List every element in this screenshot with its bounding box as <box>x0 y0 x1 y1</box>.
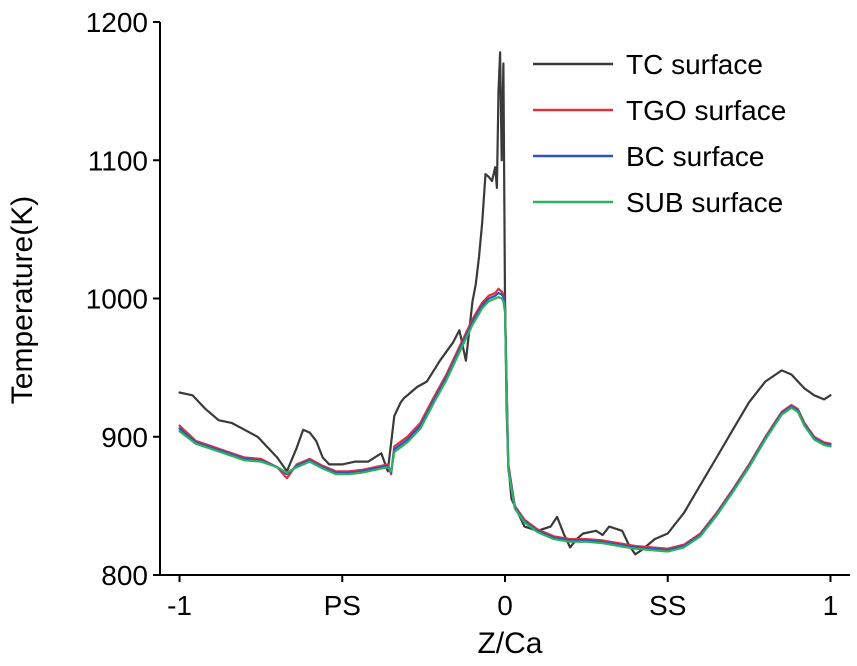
legend-item: TGO surface <box>533 95 786 126</box>
x-tick-label: 1 <box>823 590 839 621</box>
y-tick-label: 800 <box>101 560 148 591</box>
y-axis-title: Temperature(K) <box>6 196 39 404</box>
y-tick-label: 900 <box>101 422 148 453</box>
x-tick-label: -1 <box>167 590 192 621</box>
plot-series-group <box>178 51 832 556</box>
x-tick-label: SS <box>649 590 686 621</box>
y-tick-label: 1200 <box>86 7 148 38</box>
legend-item: SUB surface <box>533 187 783 218</box>
y-tick-label: 1000 <box>86 284 148 315</box>
x-tick-label: 0 <box>497 590 513 621</box>
legend-label: BC surface <box>626 141 765 172</box>
legend-label: TC surface <box>626 49 763 80</box>
x-axis-title: Z/Ca <box>477 627 542 660</box>
legend-label: TGO surface <box>626 95 786 126</box>
y-ticks-group: 800 900 1000 1100 1200 <box>86 7 160 591</box>
legend-label: SUB surface <box>626 187 783 218</box>
legend-item: TC surface <box>533 49 763 80</box>
x-tick-label: PS <box>324 590 361 621</box>
legend: TC surface TGO surface BC surface SUB surfa… <box>533 49 786 218</box>
series-line-3 <box>178 296 832 553</box>
series-line-0 <box>178 51 832 556</box>
x-ticks-group: -1 PS 0 SS 1 <box>167 575 838 621</box>
legend-item: BC surface <box>533 141 765 172</box>
y-tick-label: 1100 <box>88 145 148 176</box>
